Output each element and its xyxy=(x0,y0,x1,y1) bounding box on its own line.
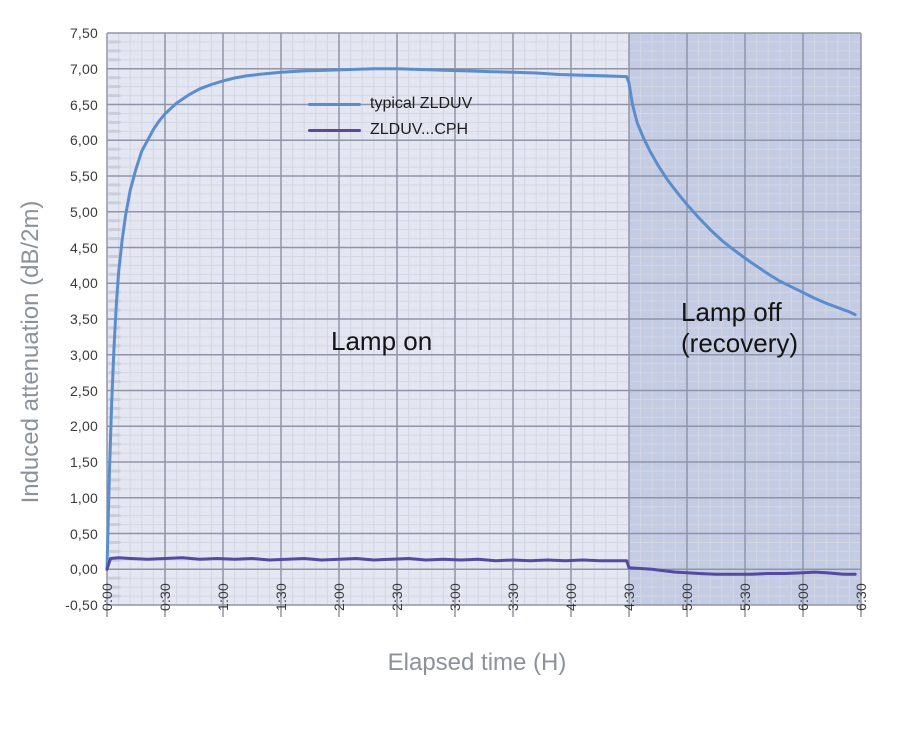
y-axis-minor-tick xyxy=(108,94,121,98)
y-axis-minor-tick xyxy=(108,237,121,241)
y-tick-label: 1,50 xyxy=(69,454,98,470)
y-tick-label: 6,00 xyxy=(69,132,98,149)
y-axis-minor-tick xyxy=(108,40,121,44)
y-tick-label: 4,00 xyxy=(69,275,98,292)
y-axis-minor-tick xyxy=(108,58,121,62)
y-axis-minor-tick xyxy=(108,406,121,410)
y-tick-label: 6,50 xyxy=(69,96,98,113)
x-tick-label: 6:00 xyxy=(795,582,811,612)
y-axis-minor-tick xyxy=(108,147,121,151)
y-axis-minor-tick xyxy=(108,183,121,187)
y-tick-label: 0,50 xyxy=(69,525,98,542)
y-tick-label: 5,00 xyxy=(69,203,98,220)
x-tick-label: 3:30 xyxy=(505,582,521,612)
y-axis-minor-tick xyxy=(108,120,121,124)
legend-item-zlduv-cph: ZLDUV...CPH xyxy=(308,117,472,143)
y-axis-minor-tick xyxy=(108,558,121,562)
y-axis-minor-tick xyxy=(108,156,121,160)
x-tick-label: 4:00 xyxy=(563,582,579,612)
x-tick-label: 5:00 xyxy=(679,582,695,612)
y-axis-minor-tick xyxy=(108,85,121,89)
y-axis-minor-tick xyxy=(108,415,121,419)
y-axis-minor-tick xyxy=(108,228,121,232)
y-axis-minor-tick xyxy=(108,514,121,518)
y-axis-minor-tick xyxy=(108,290,121,294)
y-axis-minor-tick xyxy=(108,371,121,375)
y-tick-label: 5,50 xyxy=(69,168,98,184)
x-tick-label: 0:00 xyxy=(99,582,115,612)
legend-label-zlduv-cph: ZLDUV...CPH xyxy=(370,121,469,138)
x-tick-label: 6:30 xyxy=(853,582,869,612)
x-tick-label: 5:30 xyxy=(737,582,753,612)
y-axis-minor-tick xyxy=(108,129,121,133)
x-tick-label: 1:30 xyxy=(273,582,289,612)
x-tick-label: 4:30 xyxy=(621,582,637,612)
y-axis-minor-tick xyxy=(108,585,121,589)
series-line-typical-zlduv xyxy=(105,67,857,571)
y-tick-label: 3,00 xyxy=(69,346,98,363)
y-axis-minor-tick xyxy=(108,451,121,455)
region-label-lamp-off-recovery: Lamp off (recovery) xyxy=(681,297,798,359)
y-axis-minor-tick xyxy=(108,442,121,446)
y-tick-label: 7,50 xyxy=(69,25,98,41)
y-axis-minor-tick xyxy=(108,397,121,401)
x-tick-label: 1:00 xyxy=(215,582,231,612)
y-axis-minor-tick xyxy=(108,487,121,491)
y-axis-minor-tick xyxy=(108,308,121,312)
y-axis-minor-tick xyxy=(108,201,121,205)
x-tick-label: 0:30 xyxy=(157,582,173,612)
y-axis-minor-tick xyxy=(108,433,121,437)
y-axis-minor-tick xyxy=(108,523,121,527)
x-tick-label: 2:00 xyxy=(331,582,347,612)
y-tick-label: 2,00 xyxy=(69,418,98,435)
legend-item-typical-zlduv: typical ZLDUV xyxy=(308,91,472,117)
y-axis-minor-tick xyxy=(108,594,121,598)
x-tick-label: 3:00 xyxy=(447,582,463,612)
y-tick-label: 1,00 xyxy=(69,489,98,506)
y-tick-label: -0,50 xyxy=(65,597,98,613)
x-axis-title: Elapsed time (H) xyxy=(387,649,567,676)
y-tick-label: 0,00 xyxy=(69,561,98,578)
x-tick-label: 2:30 xyxy=(389,582,405,612)
y-tick-label: 4,50 xyxy=(69,239,98,256)
y-axis-minor-tick xyxy=(108,549,121,553)
y-axis-minor-tick xyxy=(108,76,121,80)
y-axis-minor-tick xyxy=(108,165,121,169)
y-axis-minor-tick xyxy=(108,505,121,509)
legend-swatch-typical-zlduv xyxy=(308,102,361,106)
y-axis-minor-tick xyxy=(108,219,121,223)
y-tick-label: 7,00 xyxy=(69,60,98,77)
y-axis-minor-tick xyxy=(108,478,121,482)
region-label-lamp-off-line2: (recovery) xyxy=(681,328,799,358)
legend-label-typical-zlduv: typical ZLDUV xyxy=(370,95,473,112)
legend-swatch-zlduv-cph xyxy=(308,128,361,132)
y-axis-minor-tick xyxy=(108,469,121,473)
y-axis-minor-tick xyxy=(108,299,121,303)
y-tick-label: 2,50 xyxy=(69,382,98,399)
y-axis-minor-tick xyxy=(108,111,121,115)
y-axis-minor-tick xyxy=(108,540,121,544)
series-line-zlduv-cph xyxy=(105,556,857,576)
y-axis-minor-tick xyxy=(108,254,121,258)
y-axis-minor-tick xyxy=(108,192,121,196)
y-axis-minor-tick xyxy=(108,576,121,580)
legend: typical ZLDUV ZLDUV...CPH xyxy=(308,91,472,143)
region-label-lamp-off-line1: Lamp off xyxy=(681,297,782,327)
region-label-lamp-on: Lamp on xyxy=(331,326,433,356)
y-axis-minor-tick xyxy=(108,380,121,384)
y-axis-minor-tick xyxy=(108,263,121,267)
y-axis-minor-tick xyxy=(108,49,121,53)
y-tick-label: 3,50 xyxy=(69,311,98,327)
y-axis-minor-tick xyxy=(108,272,121,276)
